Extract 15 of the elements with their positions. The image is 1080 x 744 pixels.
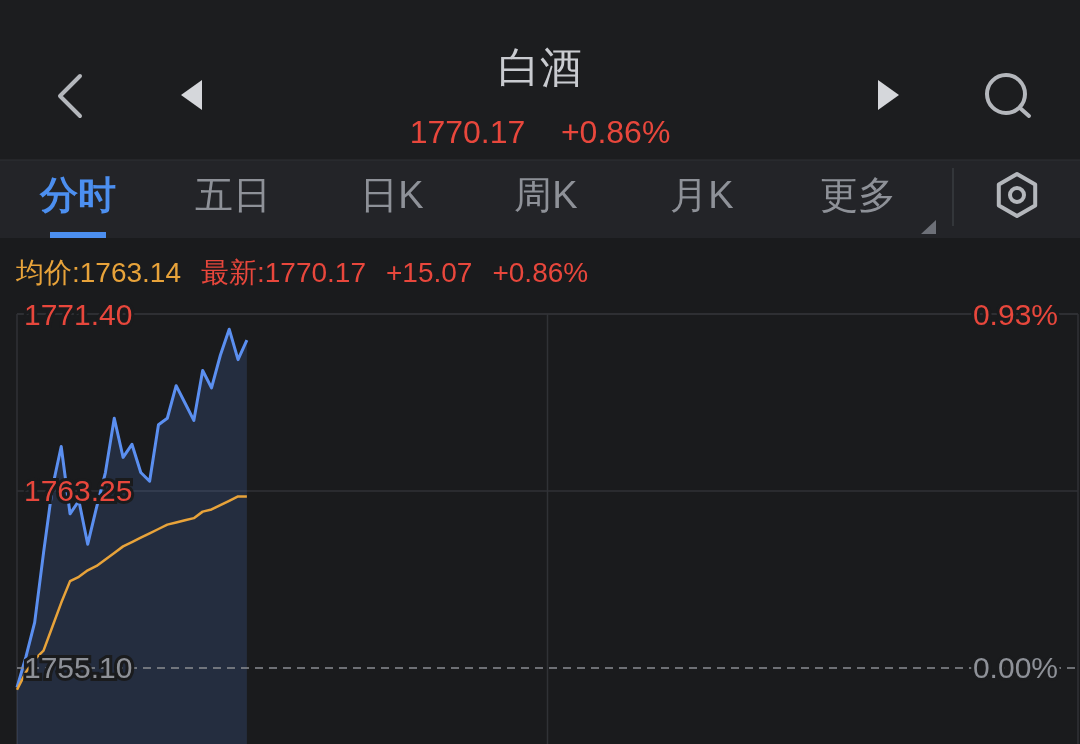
text: 最新:1770.17 bbox=[201, 257, 366, 288]
chart-title: 白酒 bbox=[498, 44, 582, 91]
text: 五日 bbox=[195, 174, 271, 216]
y2-tick-label: 0.00% bbox=[972, 651, 1058, 685]
text: +0.86% bbox=[492, 257, 589, 288]
text: 均价:1763.14 bbox=[15, 257, 181, 288]
y-tick-label: 1771.40 bbox=[24, 297, 133, 331]
y2-tick-label: 0.93% bbox=[972, 297, 1058, 331]
chart-subtitle: 1770.17 +0.86% bbox=[409, 114, 671, 150]
text: 月K bbox=[670, 174, 734, 216]
text: +15.07 bbox=[386, 257, 473, 288]
text: 更多 bbox=[820, 174, 896, 216]
text: 分时 bbox=[39, 174, 116, 216]
text: 日K bbox=[360, 174, 424, 216]
text: 周K bbox=[514, 174, 578, 216]
